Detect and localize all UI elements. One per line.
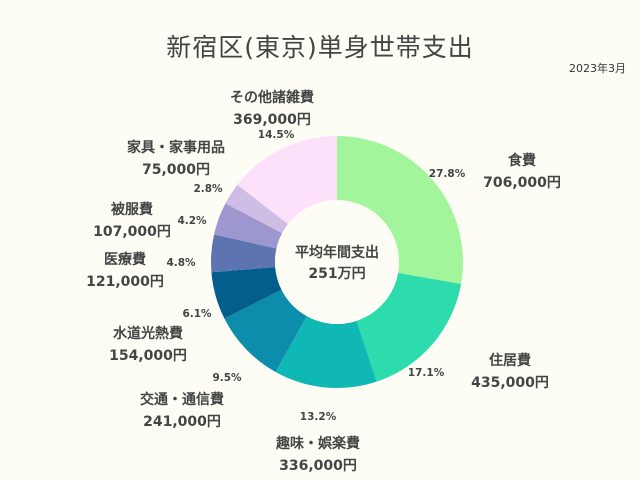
- slice-label-6: 医療費: [104, 251, 146, 268]
- slice-8: [225, 184, 289, 234]
- slice-value-6: 121,000円: [86, 274, 164, 290]
- center-label-title: 平均年間支出: [295, 244, 379, 261]
- slice-label-3: 趣味・娯楽費: [275, 435, 360, 452]
- slice-value-8: 75,000円: [142, 162, 210, 178]
- slice-value-1: 706,000円: [483, 175, 561, 191]
- chart-date: 2023年3月: [569, 62, 626, 75]
- slice-percent-9: 14.5%: [258, 129, 295, 141]
- donut-slices: [210, 136, 463, 388]
- slice-percent-3: 13.2%: [300, 411, 337, 423]
- slice-label-9: その他諸雑費: [230, 89, 314, 106]
- slice-label-2: 住居費: [489, 352, 531, 369]
- slice-label-7: 被服費: [111, 201, 153, 218]
- slice-label-8: 家具・家事用品: [127, 139, 225, 156]
- slice-percent-8: 2.8%: [193, 183, 223, 195]
- slice-value-4: 241,000円: [143, 414, 221, 430]
- slice-percent-5: 6.1%: [182, 308, 212, 320]
- slice-value-9: 369,000円: [233, 112, 311, 128]
- slice-label-4: 交通・通信費: [140, 391, 224, 408]
- slice-6: [210, 234, 277, 273]
- slice-label-5: 水道光熱費: [113, 325, 183, 342]
- slice-percent-6: 4.8%: [166, 257, 196, 269]
- slice-percent-7: 4.2%: [177, 215, 207, 227]
- slice-percent-2: 17.1%: [408, 367, 445, 379]
- slice-value-7: 107,000円: [93, 224, 171, 240]
- donut-hole: [275, 200, 399, 324]
- donut-labels: 食費 706,000円 27.8% 住居費 435,000円 17.1% 趣味・娯楽費 336…: [86, 89, 561, 474]
- slice-4: [224, 289, 307, 373]
- slice-3: [275, 316, 377, 388]
- slice-2: [356, 272, 462, 382]
- slice-value-5: 154,000円: [109, 348, 187, 364]
- slice-7: [214, 203, 283, 249]
- slice-percent-4: 9.5%: [212, 372, 242, 384]
- center-label-value: 251万円: [308, 266, 365, 282]
- chart-title: 新宿区(東京)単身世帯支出: [166, 33, 474, 62]
- slice-label-1: 食費: [508, 152, 536, 169]
- slice-percent-1: 27.8%: [429, 168, 466, 180]
- slice-1: [337, 136, 463, 285]
- slice-5: [211, 267, 282, 319]
- slice-9: [237, 136, 337, 224]
- slice-value-3: 336,000円: [279, 458, 357, 474]
- slice-value-2: 435,000円: [471, 375, 549, 391]
